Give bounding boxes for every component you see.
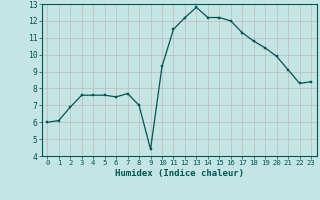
- X-axis label: Humidex (Indice chaleur): Humidex (Indice chaleur): [115, 169, 244, 178]
